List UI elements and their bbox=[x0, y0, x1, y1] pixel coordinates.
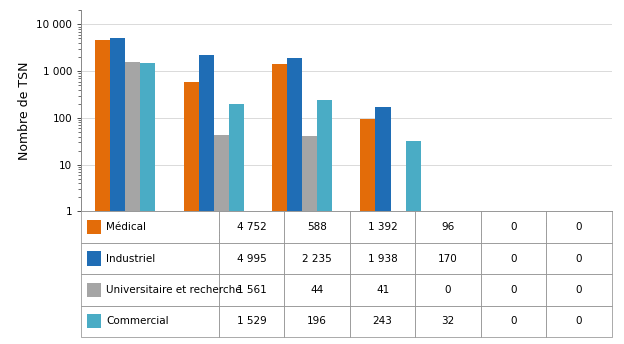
Y-axis label: Nombre de TSN: Nombre de TSN bbox=[17, 62, 31, 160]
Bar bbox=[183, 82, 198, 344]
Bar bbox=[95, 40, 110, 344]
Bar bbox=[229, 104, 244, 344]
Bar bbox=[272, 64, 287, 344]
Bar bbox=[87, 251, 101, 266]
Bar bbox=[287, 58, 302, 344]
Bar bbox=[125, 62, 140, 344]
Text: Industriel: Industriel bbox=[106, 254, 155, 264]
Text: Médical: Médical bbox=[106, 222, 146, 232]
Bar bbox=[302, 136, 317, 344]
Bar bbox=[198, 55, 213, 344]
Bar bbox=[361, 119, 376, 344]
Bar bbox=[87, 283, 101, 297]
Bar bbox=[140, 63, 155, 344]
Bar bbox=[376, 107, 391, 344]
Bar bbox=[317, 100, 332, 344]
Bar bbox=[87, 220, 101, 234]
Bar bbox=[213, 135, 229, 344]
Text: Commercial: Commercial bbox=[106, 316, 169, 326]
Bar bbox=[87, 314, 101, 329]
Bar bbox=[406, 141, 421, 344]
Bar bbox=[110, 39, 125, 344]
Text: Universitaire et recherche: Universitaire et recherche bbox=[106, 285, 242, 295]
